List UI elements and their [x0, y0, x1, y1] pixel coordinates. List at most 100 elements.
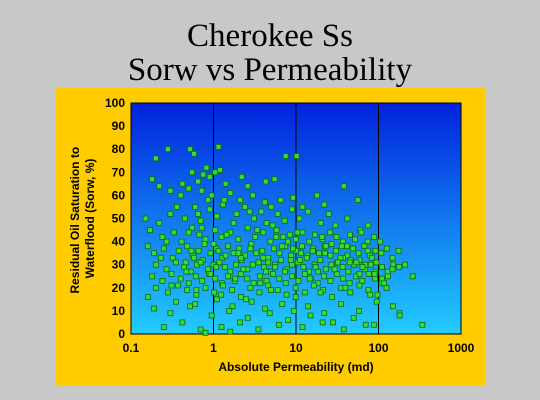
- data-point: [173, 298, 179, 305]
- data-point: [337, 301, 344, 307]
- data-point: [345, 268, 352, 275]
- data-point: [215, 247, 222, 254]
- data-point: [279, 243, 286, 250]
- data-point: [282, 268, 288, 275]
- data-point: [373, 298, 380, 305]
- data-point: [226, 307, 233, 314]
- data-point: [247, 284, 254, 291]
- data-point: [310, 282, 317, 289]
- y-tick-label: 70: [112, 165, 126, 179]
- data-point: [165, 289, 171, 296]
- data-point: [174, 204, 180, 210]
- data-point: [213, 264, 220, 270]
- data-point: [244, 275, 251, 282]
- data-point: [212, 169, 219, 176]
- gridlines: [130, 102, 462, 335]
- data-point: [306, 238, 313, 245]
- data-point: [322, 243, 329, 250]
- data-point: [252, 234, 259, 240]
- data-point: [152, 261, 159, 268]
- data-point: [305, 303, 312, 310]
- data-point: [281, 217, 288, 224]
- data-point: [202, 329, 209, 336]
- data-point: [389, 266, 396, 273]
- data-point: [159, 277, 166, 284]
- data-point: [395, 247, 402, 254]
- data-point: [185, 280, 192, 287]
- data-point: [340, 326, 347, 333]
- data-point: [169, 254, 176, 261]
- y-tick-label: 30: [112, 258, 126, 272]
- data-point: [317, 289, 324, 296]
- data-point: [258, 208, 265, 215]
- data-point: [328, 240, 335, 247]
- x-tick-label: 1000: [448, 341, 475, 355]
- data-point: [227, 190, 234, 196]
- data-point: [149, 273, 155, 280]
- y-tick-label: 80: [112, 142, 126, 156]
- data-point: [322, 266, 329, 273]
- data-point: [207, 270, 214, 277]
- data-point: [167, 187, 174, 194]
- data-point: [364, 247, 371, 254]
- data-point: [225, 243, 231, 250]
- data-point: [229, 287, 236, 294]
- data-point: [298, 250, 304, 257]
- data-point: [287, 257, 294, 264]
- data-point: [299, 324, 306, 331]
- y-tick-label: 90: [112, 119, 126, 133]
- data-point: [250, 280, 257, 287]
- x-tick-label: 10: [289, 341, 303, 355]
- data-point: [254, 227, 261, 234]
- data-point: [371, 270, 378, 277]
- data-point: [378, 250, 385, 257]
- data-point: [230, 250, 237, 257]
- data-point: [163, 238, 170, 245]
- data-point: [163, 266, 170, 273]
- data-point: [317, 257, 324, 264]
- data-point: [306, 275, 313, 282]
- data-point: [286, 231, 293, 238]
- data-point: [233, 261, 240, 268]
- y-axis-label-line1: Residual Oil Saturation to: [68, 147, 82, 294]
- x-tick-label: 0.1: [123, 341, 140, 355]
- data-point: [321, 310, 328, 317]
- data-point: [300, 264, 307, 270]
- data-point: [215, 144, 222, 150]
- data-point: [185, 229, 192, 236]
- data-point: [175, 282, 181, 289]
- data-point: [248, 298, 255, 305]
- data-point: [240, 266, 247, 273]
- data-point: [389, 254, 396, 261]
- data-point: [237, 319, 244, 326]
- data-point: [329, 294, 336, 300]
- data-point: [279, 301, 286, 307]
- data-point: [409, 273, 416, 280]
- data-point: [263, 220, 270, 227]
- data-point: [370, 321, 377, 328]
- data-point: [329, 319, 336, 326]
- data-point: [222, 252, 229, 259]
- data-point: [221, 197, 228, 203]
- data-point: [156, 183, 163, 190]
- data-point: [309, 247, 316, 254]
- data-point: [182, 259, 189, 266]
- data-point: [267, 287, 274, 294]
- data-point: [320, 273, 327, 280]
- data-point: [384, 273, 391, 280]
- data-point: [364, 238, 371, 245]
- y-axis-label-line2: Waterflood (Sorw, %): [83, 159, 97, 279]
- data-point: [340, 183, 347, 190]
- data-point: [177, 192, 184, 199]
- data-point: [301, 270, 308, 277]
- data-point: [160, 245, 167, 252]
- data-point: [197, 259, 204, 266]
- data-point: [142, 215, 149, 222]
- data-point: [199, 277, 206, 284]
- data-point: [151, 305, 157, 312]
- data-point: [338, 243, 345, 250]
- data-point: [255, 326, 262, 333]
- data-point: [359, 264, 366, 270]
- data-point: [211, 289, 218, 296]
- data-point: [198, 224, 205, 231]
